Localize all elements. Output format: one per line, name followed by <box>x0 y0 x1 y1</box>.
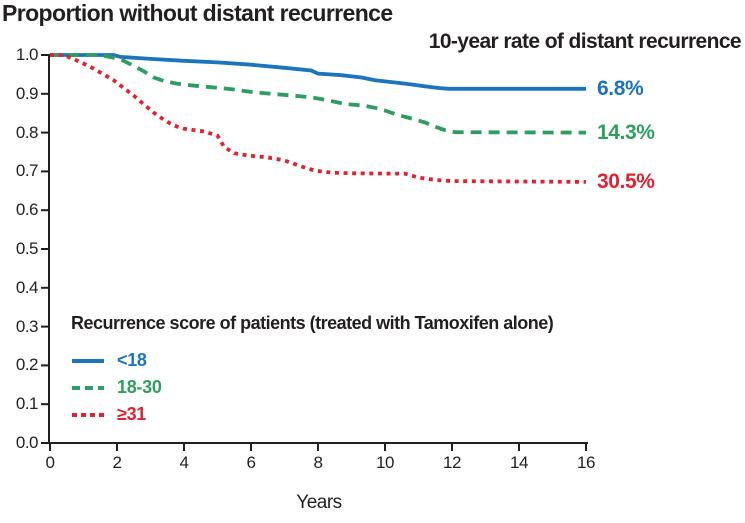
line-swatch-solid-icon <box>72 358 104 363</box>
x-tick-label: 14 <box>510 453 528 472</box>
rate-label-lt18: 6.8% <box>597 76 644 100</box>
x-tick-label: 0 <box>45 453 55 472</box>
x-tick-label: 4 <box>179 453 189 472</box>
y-tick-label: 0.9 <box>15 83 39 103</box>
legend-item-18-30: 18-30 <box>71 374 553 401</box>
y-tick-label: 0.6 <box>15 200 39 220</box>
rate-label-18-30: 14.3% <box>597 120 655 144</box>
annotation-heading: 10-year rate of distant recurrence <box>428 30 742 53</box>
series-curve-ge31 <box>50 53 587 184</box>
legend-label-ge31: ≥31 <box>117 404 147 424</box>
y-tick-label: 0.8 <box>15 122 39 142</box>
series-curve-18-30 <box>50 53 587 135</box>
rate-label-ge31: 30.5% <box>597 169 655 193</box>
x-tick-label: 6 <box>246 453 256 472</box>
y-tick-label: 0.7 <box>15 161 39 181</box>
line-swatch-dashed-icon <box>72 385 104 390</box>
series-curve-lt18 <box>50 53 586 91</box>
y-tick-label: 0.1 <box>15 394 39 414</box>
y-tick-label: 0.4 <box>15 277 39 297</box>
legend-item-lt18: <18 <box>71 347 553 374</box>
y-tick-label: 0.5 <box>15 239 39 258</box>
x-tick-label: 12 <box>443 453 461 472</box>
x-tick-label: 16 <box>577 453 595 472</box>
line-swatch-dotted-icon <box>72 412 104 417</box>
y-tick-label: 1.0 <box>15 45 39 64</box>
y-tick-label: 0.0 <box>15 433 39 452</box>
legend-label-18-30: 18-30 <box>117 377 162 397</box>
y-tick-label: 0.3 <box>15 316 39 336</box>
chart-title: Proportion without distant recurrence <box>2 0 393 26</box>
x-tick-label: 10 <box>376 453 394 472</box>
legend-item-ge31: ≥31 <box>71 401 553 428</box>
x-tick-label: 2 <box>112 453 122 472</box>
x-axis-title: Years <box>296 492 342 513</box>
legend: Recurrence score of patients (treated wi… <box>71 313 554 428</box>
legend-label-lt18: <18 <box>117 350 147 370</box>
legend-heading: Recurrence score of patients (treated wi… <box>71 313 554 333</box>
y-tick-label: 0.2 <box>15 355 39 375</box>
x-tick-label: 8 <box>313 453 323 472</box>
